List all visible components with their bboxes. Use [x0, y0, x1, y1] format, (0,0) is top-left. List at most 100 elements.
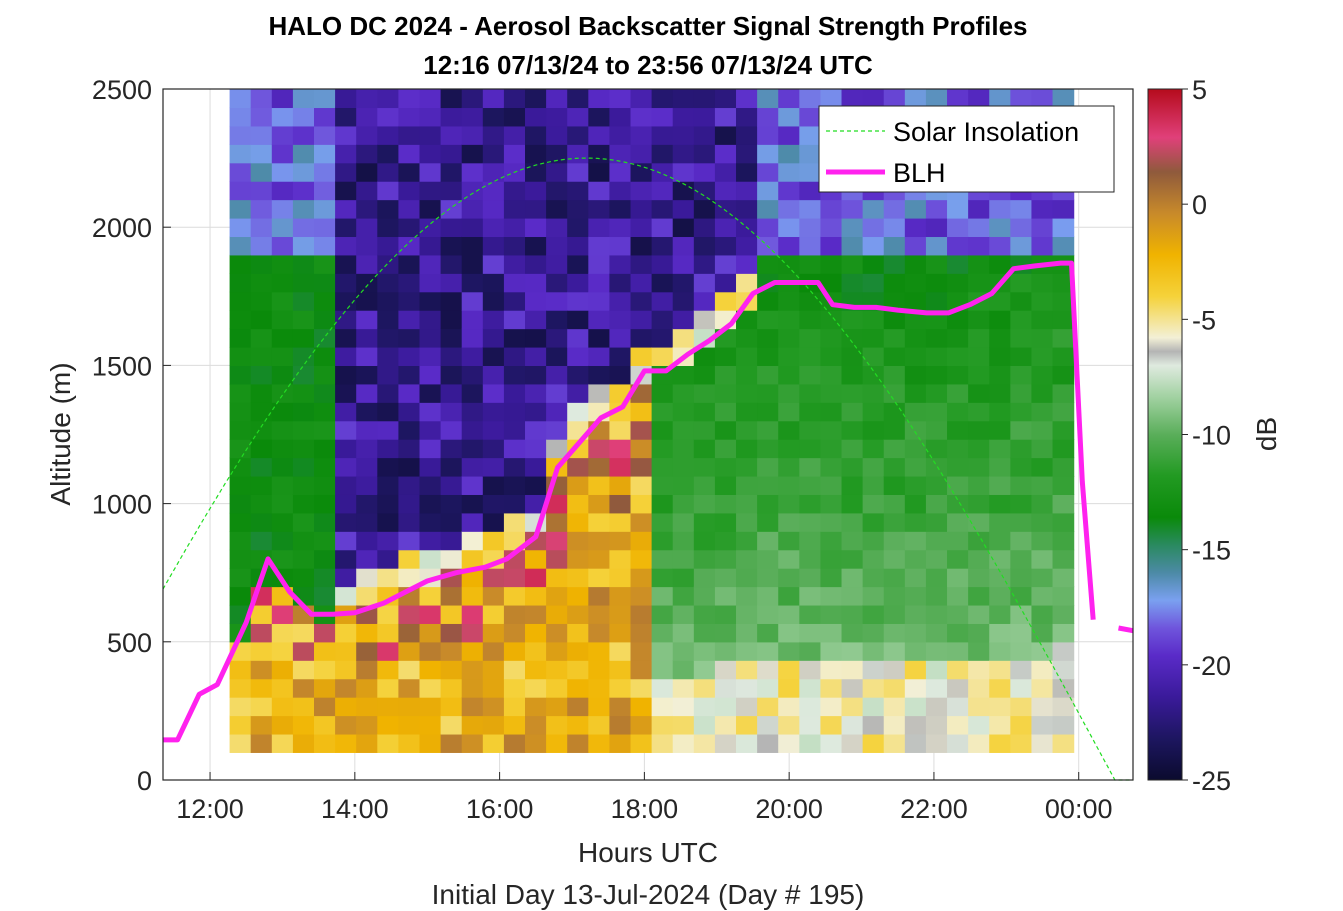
heatmap-cell [693, 144, 716, 164]
heatmap-cell [314, 89, 336, 109]
heatmap-cell [292, 181, 315, 201]
heatmap-cell [525, 568, 547, 588]
heatmap-cell [356, 107, 378, 127]
heatmap-cell [883, 236, 906, 256]
heatmap-cell [693, 494, 716, 514]
heatmap-cell [377, 107, 400, 127]
heatmap-cell [841, 733, 864, 753]
heatmap-cell [461, 586, 484, 606]
heatmap-cell [693, 512, 716, 532]
heatmap-cell [503, 273, 526, 293]
heatmap-cell [714, 420, 737, 440]
heatmap-cell [335, 144, 357, 164]
heatmap-cell [377, 217, 400, 238]
heatmap-cell [335, 457, 357, 477]
heatmap-cell [292, 402, 315, 422]
heatmap-cell [968, 678, 990, 698]
heatmap-cell [588, 733, 611, 753]
heatmap-cell [841, 623, 864, 643]
heatmap-cell [714, 439, 737, 459]
line-series [162, 157, 1134, 781]
heatmap-cell [588, 383, 611, 403]
heatmap-cell [820, 420, 843, 440]
heatmap-cell [229, 383, 252, 403]
heatmap-cell [1052, 604, 1075, 624]
heatmap-cell [503, 107, 526, 127]
heatmap-cell [778, 383, 800, 403]
heatmap-cell [482, 273, 505, 293]
heatmap-cell [546, 604, 568, 624]
heatmap-cell [1031, 457, 1054, 477]
heatmap-cell [1052, 623, 1075, 643]
heatmap-cell [398, 107, 421, 127]
heatmap-cell [651, 439, 674, 459]
heatmap-cell [314, 383, 336, 403]
heatmap-cell [799, 586, 822, 606]
heatmap-cell [250, 641, 273, 661]
heatmap-cell [546, 623, 568, 643]
heatmap-cell [841, 236, 864, 256]
heatmap-cell [461, 494, 484, 514]
heatmap-cell [609, 310, 632, 330]
heatmap-cell [714, 586, 737, 606]
heatmap-cell [229, 660, 252, 680]
heatmap-cell [862, 383, 885, 403]
heatmap-cell [1010, 273, 1033, 293]
heatmap-cell [1031, 586, 1054, 606]
heatmap-cell [461, 217, 484, 238]
heatmap-cell [968, 660, 990, 680]
heatmap-cell [862, 402, 885, 422]
heatmap-cell [947, 199, 969, 219]
heatmap-cell [1031, 199, 1054, 219]
heatmap-cell [841, 494, 864, 514]
heatmap-cell [925, 273, 948, 293]
heatmap-cell [714, 162, 737, 182]
heatmap-cell [883, 291, 906, 311]
heatmap-cell [693, 568, 716, 588]
heatmap-cell [714, 457, 737, 477]
heatmap-cell [461, 328, 484, 348]
heatmap-cell [757, 660, 779, 680]
heatmap-cell [271, 89, 294, 109]
heatmap-cell [1010, 236, 1033, 256]
heatmap-cell [482, 457, 505, 477]
heatmap-cell [229, 475, 252, 495]
heatmap-cell [925, 236, 948, 256]
heatmap-cell [440, 365, 463, 385]
heatmap-cell [271, 310, 294, 330]
heatmap-cell [419, 254, 442, 274]
heatmap-cell [567, 494, 589, 514]
heatmap-cell [588, 365, 611, 385]
heatmap-cell [482, 494, 505, 514]
heatmap-cell [419, 217, 442, 238]
heatmap-cell [503, 512, 526, 532]
heatmap-cell [250, 531, 273, 551]
heatmap-cell [736, 328, 758, 348]
heatmap-cell [546, 697, 568, 717]
heatmap-cell [799, 217, 822, 238]
heatmap-cell [546, 328, 568, 348]
legend-blh-label: BLH [893, 158, 946, 188]
heatmap-cell [271, 199, 294, 219]
heatmap-cell [546, 199, 568, 219]
heatmap-cell [419, 383, 442, 403]
heatmap-cell [799, 181, 822, 201]
heatmap-cell [356, 475, 378, 495]
heatmap-cell [525, 199, 547, 219]
heatmap-cell [778, 549, 800, 569]
heatmap-cell [482, 89, 505, 109]
heatmap-cell [271, 162, 294, 182]
heatmap-cell [609, 475, 632, 495]
heatmap-cell [757, 125, 779, 145]
heatmap-cell [904, 531, 927, 551]
heatmap-cell [356, 328, 378, 348]
x-tick-label: 22:00 [900, 794, 968, 824]
heatmap-cell [440, 439, 463, 459]
heatmap-cell [1010, 494, 1033, 514]
heatmap-cell [883, 328, 906, 348]
heatmap-cell [862, 623, 885, 643]
heatmap-cell [778, 107, 800, 127]
heatmap-cell [356, 678, 378, 698]
heatmap-cell [482, 733, 505, 753]
heatmap-cell [503, 623, 526, 643]
